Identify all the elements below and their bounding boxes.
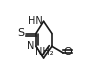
Text: N: N (27, 41, 35, 51)
Text: S: S (17, 28, 24, 39)
Text: NH₂: NH₂ (35, 47, 54, 57)
Text: O: O (63, 47, 72, 57)
Text: HN: HN (28, 16, 43, 26)
